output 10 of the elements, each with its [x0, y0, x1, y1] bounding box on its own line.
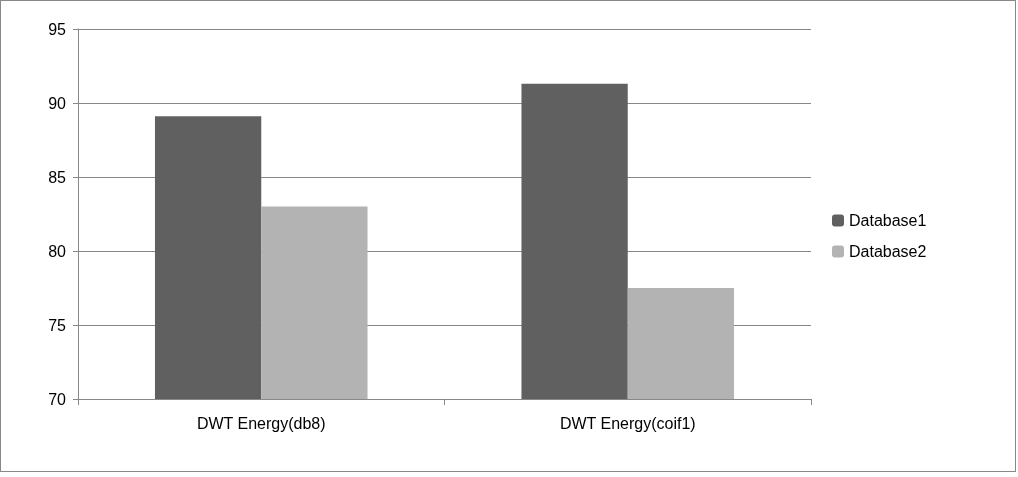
legend-label: Database1: [849, 212, 927, 229]
y-tick-label: 70: [48, 390, 67, 408]
y-tick-label: 75: [48, 316, 67, 334]
y-tick-label: 90: [48, 94, 67, 112]
legend-label: Database2: [849, 243, 927, 260]
y-tick-label: 95: [48, 20, 67, 38]
y-tick-label: 80: [48, 242, 67, 260]
x-tick-label: DWT Energy(coif1): [559, 414, 696, 432]
y-tick-label: 85: [48, 168, 67, 186]
x-tick-label: DWT Energy(db8): [196, 414, 326, 432]
